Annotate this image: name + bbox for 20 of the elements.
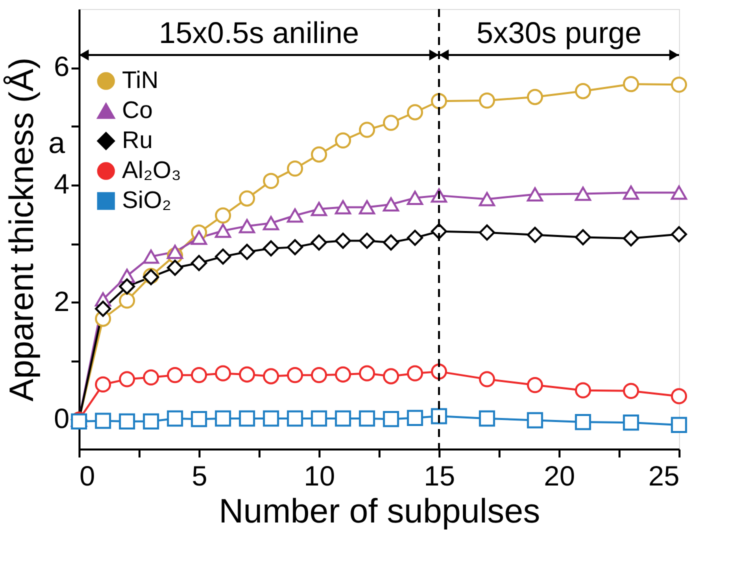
x-tick-label: 15 (424, 460, 456, 492)
legend-label: SiO₂ (122, 187, 172, 214)
legend-label: Al₂O₃ (122, 157, 182, 184)
y-tick-label: 0 (54, 403, 70, 434)
annotation: 15x0.5s aniline (158, 17, 360, 50)
x-tick-label: 20 (544, 460, 576, 492)
annotation: 5x30s purge (476, 17, 642, 50)
legend-label: Co (122, 97, 153, 124)
x-tick-label: 25 (648, 460, 680, 492)
y-tick-label: 2 (54, 286, 70, 317)
x-tick-label: 10 (304, 460, 336, 492)
x-tick-label: 5 (192, 460, 208, 492)
text: a (48, 127, 66, 160)
y-tick-label: 6 (54, 51, 70, 82)
legend-label: TiN (122, 67, 158, 94)
x-tick-label: 0 (80, 460, 96, 492)
y-tick-label: 4 (54, 168, 70, 200)
legend-label: Ru (122, 127, 153, 154)
y-axis-title: Apparent thickness (Å) (2, 58, 41, 402)
x-axis-title: Number of subpulses (218, 492, 540, 530)
